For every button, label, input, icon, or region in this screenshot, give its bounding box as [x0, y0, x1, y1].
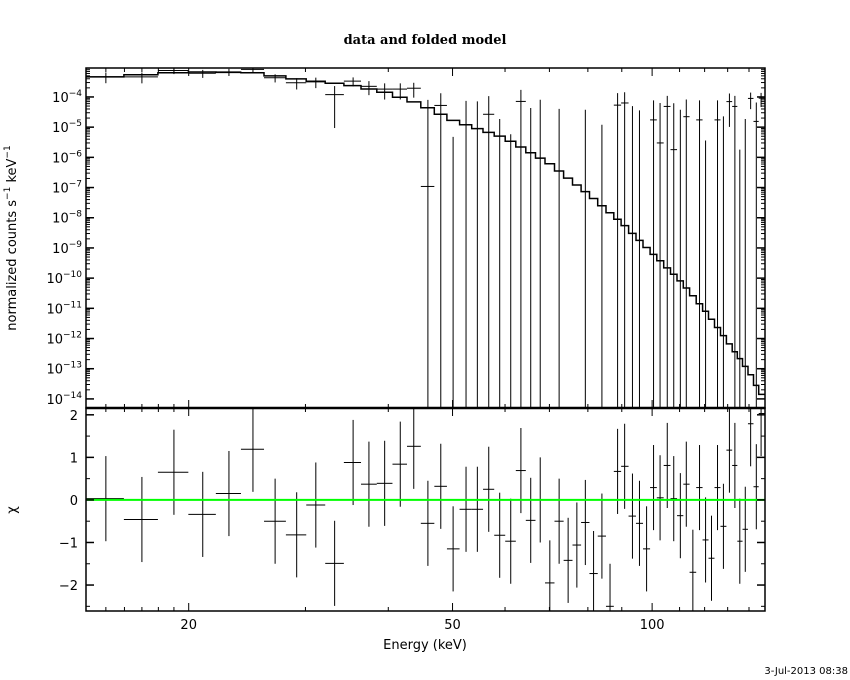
y-tick-exponent: −11: [63, 300, 82, 310]
y-tick-exponent: −12: [63, 331, 82, 341]
timestamp: 3-Jul-2013 08:38: [764, 666, 848, 677]
y-tick-exponent: −6: [69, 149, 83, 159]
chi-tick-label: 0: [70, 494, 78, 509]
model-step-line: [86, 71, 765, 396]
y-tick-exponent: −5: [69, 119, 82, 129]
y-tick-base: 10: [46, 302, 63, 317]
x-tick-label: 50: [444, 618, 461, 633]
y-axis-label-bottom: χ: [5, 506, 20, 514]
y-axis-label-top: normalized counts s−1 keV−1: [3, 145, 20, 330]
chi-tick-label: 1: [70, 451, 78, 466]
x-axis-label: Energy (keV): [383, 638, 467, 653]
x-tick-label: 20: [180, 618, 197, 633]
y-tick-label: 10−13: [46, 361, 82, 378]
y-tick-label: 10−8: [52, 210, 82, 227]
y-tick-exponent: −8: [69, 210, 83, 220]
y-tick-label: 10−14: [46, 391, 82, 408]
x-tick-label: 100: [640, 618, 665, 633]
chart-title: data and folded model: [344, 33, 507, 48]
y-tick-label: 10−6: [52, 149, 82, 166]
y-tick-base: 10: [46, 333, 63, 348]
y-tick-label: 10−12: [46, 331, 82, 348]
y-tick-base: 10: [52, 242, 69, 257]
bottom-panel-frame: [85, 407, 766, 612]
y-tick-exponent: −9: [69, 240, 83, 250]
y-tick-exponent: −7: [69, 180, 82, 190]
axes: 20 50 10010−410−510−610−710−810−910−1010−1…: [46, 67, 766, 633]
y-tick-base: 10: [46, 363, 63, 378]
y-tick-base: 10: [52, 182, 69, 197]
top-panel: [86, 68, 765, 408]
y-tick-label: 10−4: [52, 89, 82, 106]
y-tick-exponent: −4: [69, 89, 83, 99]
y-tick-base: 10: [52, 121, 69, 136]
y-tick-exponent: −14: [63, 391, 82, 401]
chi-tick-label: 2: [70, 409, 78, 424]
y-tick-label: 10−5: [52, 119, 82, 136]
y-tick-label: 10−7: [52, 180, 82, 197]
y-tick-base: 10: [46, 393, 63, 408]
y-tick-base: 10: [46, 272, 63, 287]
y-tick-base: 10: [52, 151, 69, 166]
y-tick-exponent: −13: [63, 361, 82, 371]
y-tick-base: 10: [52, 212, 69, 227]
y-tick-label: 10−11: [46, 300, 82, 317]
residual-panel: [86, 408, 765, 611]
y-tick-label: 10−10: [46, 270, 82, 287]
chi-tick-label: −2: [59, 579, 78, 594]
chi-tick-label: −1: [59, 536, 78, 551]
y-tick-base: 10: [52, 91, 69, 106]
y-tick-label: 10−9: [52, 240, 82, 257]
y-tick-exponent: −10: [63, 270, 82, 280]
top-panel-frame: [85, 67, 766, 409]
